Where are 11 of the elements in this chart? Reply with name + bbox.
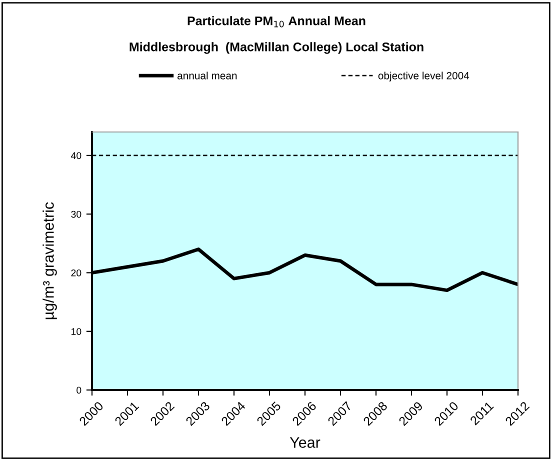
legend-label: annual mean — [178, 72, 237, 80]
y-tick-label: 20 — [71, 269, 82, 276]
y-tick-label: 10 — [72, 328, 82, 335]
x-axis-title: Year — [290, 437, 320, 448]
chart-title: Particulate PM$_{10}$ Annual Mean — [188, 16, 366, 28]
y-tick-label: 40 — [70, 152, 82, 160]
y-axis-title: µg/m³ gravimetric — [42, 202, 57, 320]
legend-label: objective level 2004 — [378, 72, 470, 82]
y-tick-label: 0 — [76, 386, 82, 394]
chart-subtitle: Middlesbrough (MacMillan College) Local Station — [130, 42, 424, 54]
y-tick-label: 30 — [71, 210, 82, 218]
